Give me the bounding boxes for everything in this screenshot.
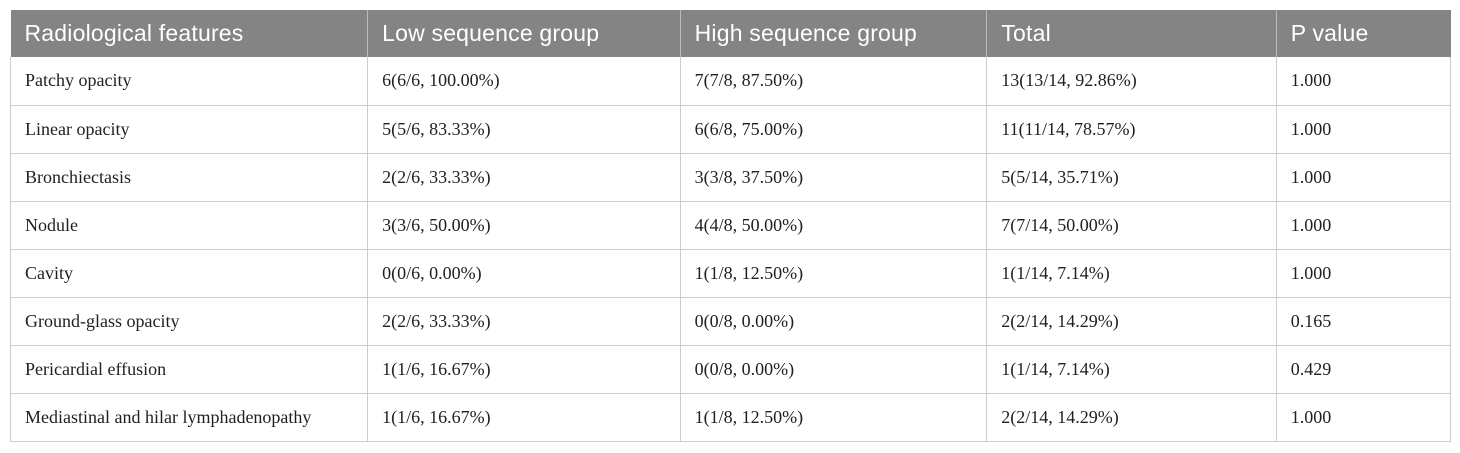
cell-p-value: 1.000 xyxy=(1275,249,1452,298)
cell-total: 5(5/14, 35.71%) xyxy=(986,153,1277,202)
header-row: Radiological features Low sequence group… xyxy=(10,10,1451,57)
table-row: Cavity 0(0/6, 0.00%) 1(1/8, 12.50%) 1(1/… xyxy=(9,249,1452,298)
cell-high: 0(0/8, 0.00%) xyxy=(679,345,988,394)
cell-low: 6(6/6, 100.00%) xyxy=(367,57,681,106)
column-header-high-sequence-group: High sequence group xyxy=(679,10,987,57)
cell-low: 2(2/6, 33.33%) xyxy=(367,297,681,346)
table-row: Mediastinal and hilar lymphadenopathy 1(… xyxy=(9,393,1452,442)
cell-p-value: 0.429 xyxy=(1275,345,1452,394)
cell-p-value: 1.000 xyxy=(1275,57,1452,106)
cell-low: 1(1/6, 16.67%) xyxy=(367,345,681,394)
cell-total: 11(11/14, 78.57%) xyxy=(986,105,1277,154)
cell-feature: Linear opacity xyxy=(9,105,369,154)
table-header: Radiological features Low sequence group… xyxy=(10,10,1451,57)
cell-high: 6(6/8, 75.00%) xyxy=(679,105,988,154)
cell-feature: Ground-glass opacity xyxy=(9,297,369,346)
cell-low: 3(3/6, 50.00%) xyxy=(367,201,681,250)
table-row: Linear opacity 5(5/6, 83.33%) 6(6/8, 75.… xyxy=(9,105,1452,154)
cell-p-value: 1.000 xyxy=(1275,393,1452,442)
cell-feature: Bronchiectasis xyxy=(9,153,369,202)
cell-high: 4(4/8, 50.00%) xyxy=(679,201,988,250)
column-header-p-value: P value xyxy=(1275,10,1451,57)
cell-low: 0(0/6, 0.00%) xyxy=(367,249,681,298)
cell-total: 13(13/14, 92.86%) xyxy=(986,57,1277,106)
cell-high: 0(0/8, 0.00%) xyxy=(679,297,988,346)
cell-feature: Patchy opacity xyxy=(9,57,369,106)
cell-low: 2(2/6, 33.33%) xyxy=(367,153,681,202)
cell-high: 1(1/8, 12.50%) xyxy=(679,249,988,298)
cell-high: 3(3/8, 37.50%) xyxy=(679,153,988,202)
cell-total: 1(1/14, 7.14%) xyxy=(986,345,1277,394)
cell-high: 7(7/8, 87.50%) xyxy=(679,57,988,106)
cell-p-value: 1.000 xyxy=(1275,201,1452,250)
table-row: Ground-glass opacity 2(2/6, 33.33%) 0(0/… xyxy=(9,297,1452,346)
cell-feature: Nodule xyxy=(9,201,369,250)
table-row: Patchy opacity 6(6/6, 100.00%) 7(7/8, 87… xyxy=(9,57,1452,106)
cell-p-value: 1.000 xyxy=(1275,105,1452,154)
cell-total: 1(1/14, 7.14%) xyxy=(986,249,1277,298)
cell-total: 2(2/14, 14.29%) xyxy=(986,297,1277,346)
table-row: Bronchiectasis 2(2/6, 33.33%) 3(3/8, 37.… xyxy=(9,153,1452,202)
cell-high: 1(1/8, 12.50%) xyxy=(679,393,988,442)
cell-feature: Mediastinal and hilar lymphadenopathy xyxy=(9,393,369,442)
table-row: Nodule 3(3/6, 50.00%) 4(4/8, 50.00%) 7(7… xyxy=(9,201,1452,250)
column-header-total: Total xyxy=(986,10,1277,57)
table-row: Pericardial effusion 1(1/6, 16.67%) 0(0/… xyxy=(9,345,1452,394)
column-header-low-sequence-group: Low sequence group xyxy=(367,10,681,57)
cell-feature: Cavity xyxy=(9,249,369,298)
cell-total: 7(7/14, 50.00%) xyxy=(986,201,1277,250)
cell-p-value: 0.165 xyxy=(1275,297,1452,346)
cell-total: 2(2/14, 14.29%) xyxy=(986,393,1277,442)
table-body: Patchy opacity 6(6/6, 100.00%) 7(7/8, 87… xyxy=(9,57,1452,442)
cell-low: 5(5/6, 83.33%) xyxy=(367,105,681,154)
column-header-radiological-features: Radiological features xyxy=(10,10,368,57)
cell-p-value: 1.000 xyxy=(1275,153,1452,202)
cell-low: 1(1/6, 16.67%) xyxy=(367,393,681,442)
radiological-features-table: Radiological features Low sequence group… xyxy=(9,10,1452,442)
cell-feature: Pericardial effusion xyxy=(9,345,369,394)
